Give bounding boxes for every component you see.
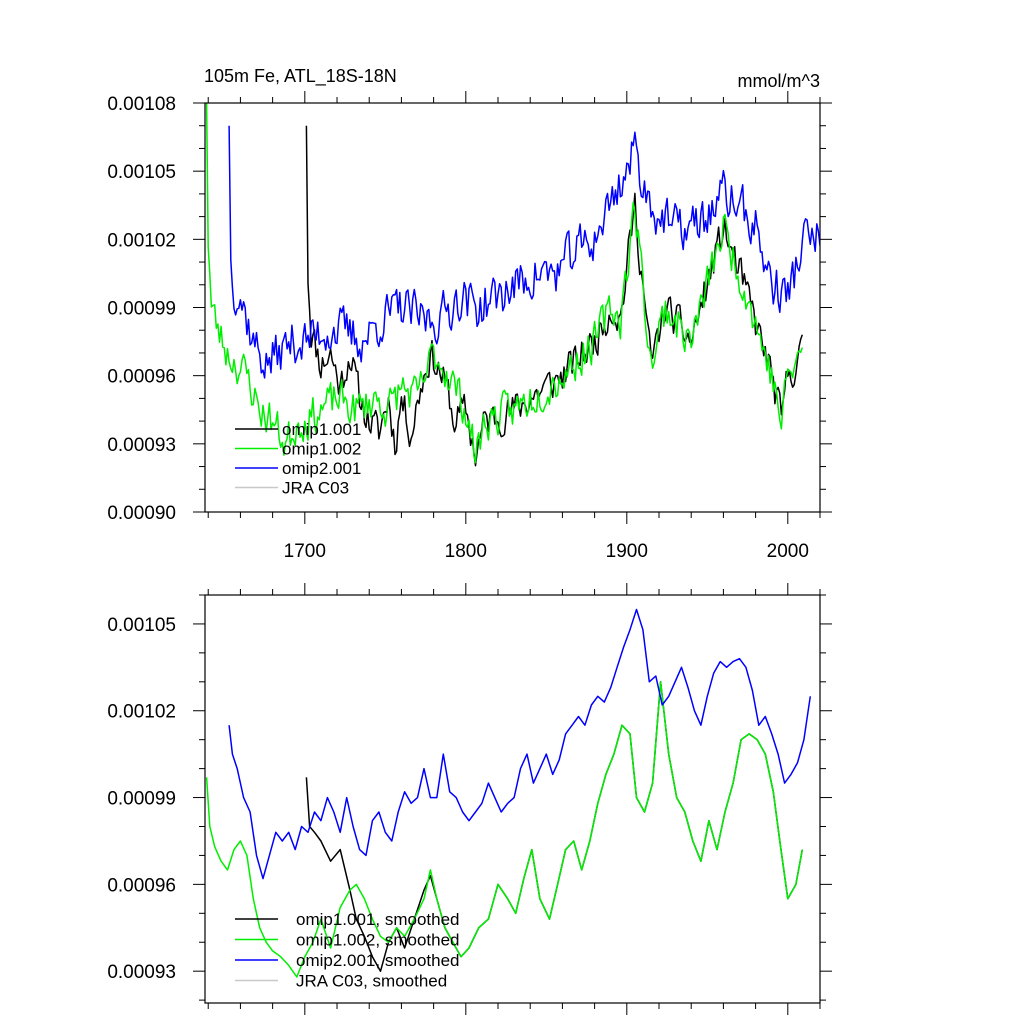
y-tick-label: 0.00108: [107, 94, 176, 115]
plot-frame: [204, 594, 821, 1004]
top-panel: 105m Fe, ATL_18S-18N mmol/m^3 1700 1800 19…: [107, 66, 832, 562]
y-tick-label: 0.00096: [107, 367, 176, 388]
legend-label: JRA C03: [282, 479, 349, 498]
bottom-panel: 0.00093 0.00096 0.00099 0.00102 0.00105 omip1…: [107, 583, 832, 1015]
series-line-omip2-001-smoothed: [228, 608, 812, 880]
y-tick-label: 0.00105: [107, 162, 176, 183]
legend-label: omip1.002: [282, 440, 361, 459]
legend-label: omip1.001: [282, 420, 361, 439]
top-panel-title: 105m Fe, ATL_18S-18N: [204, 66, 397, 87]
legend-label: omip2.001, smoothed: [296, 951, 460, 970]
series-line-omip1-002: [205, 103, 804, 464]
y-tick-label: 0.00099: [107, 299, 176, 320]
y-tick-label: 0.00102: [107, 702, 176, 723]
y-tick-label: 0.00096: [107, 875, 176, 896]
legend-label: omip1.001, smoothed: [296, 910, 460, 929]
y-tick-label: 0.00099: [107, 789, 176, 810]
legend-label: JRA C03, smoothed: [296, 972, 447, 991]
y-tick-label: 0.00093: [107, 435, 176, 456]
y-tick-label: 0.00093: [107, 962, 176, 983]
legend-label: omip1.002, smoothed: [296, 931, 460, 950]
x-tick-label: 1900: [606, 541, 648, 562]
y-tick-label: 0.00090: [107, 503, 176, 524]
top-panel-units: mmol/m^3: [738, 71, 820, 91]
y-tick-label: 0.00105: [107, 615, 176, 636]
x-tick-label: 2000: [767, 541, 809, 562]
legend-label: omip2.001: [282, 459, 361, 478]
y-tick-label: 0.00102: [107, 230, 176, 251]
series-line-omip2-001: [228, 125, 820, 379]
x-tick-label: 1800: [445, 541, 487, 562]
series-line-omip1-001: [305, 125, 804, 467]
x-tick-label: 1700: [284, 541, 326, 562]
series-line-omip1-002-smoothed: [205, 681, 804, 978]
